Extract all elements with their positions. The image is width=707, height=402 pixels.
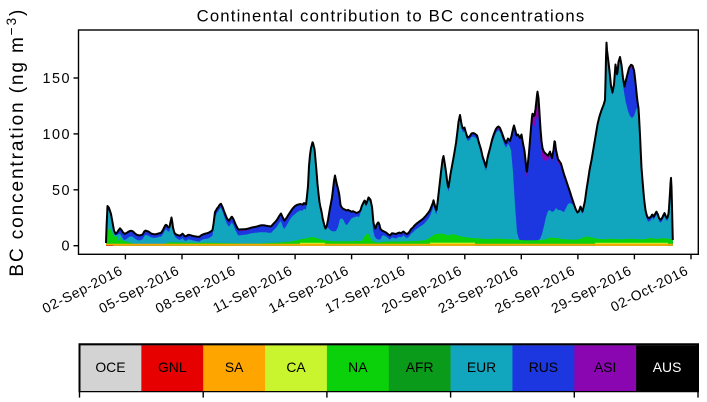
svg-text:50: 50 xyxy=(52,183,71,199)
svg-text:GNL: GNL xyxy=(158,359,187,375)
svg-text:AFR: AFR xyxy=(406,359,434,375)
svg-text:BC concentration (ng m−3): BC concentration (ng m−3) xyxy=(4,8,28,277)
svg-text:OCE: OCE xyxy=(95,359,125,375)
svg-text:NA: NA xyxy=(348,359,368,375)
svg-text:CA: CA xyxy=(286,359,306,375)
svg-text:Continental contribution to BC: Continental contribution to BC concentra… xyxy=(197,7,586,26)
svg-text:AUS: AUS xyxy=(653,359,682,375)
svg-text:RUS: RUS xyxy=(529,359,558,375)
svg-text:100: 100 xyxy=(42,127,71,143)
svg-text:150: 150 xyxy=(42,71,71,87)
svg-text:ASI: ASI xyxy=(594,359,616,375)
svg-text:EUR: EUR xyxy=(467,359,496,375)
svg-text:0: 0 xyxy=(61,239,71,255)
svg-text:SA: SA xyxy=(225,359,244,375)
